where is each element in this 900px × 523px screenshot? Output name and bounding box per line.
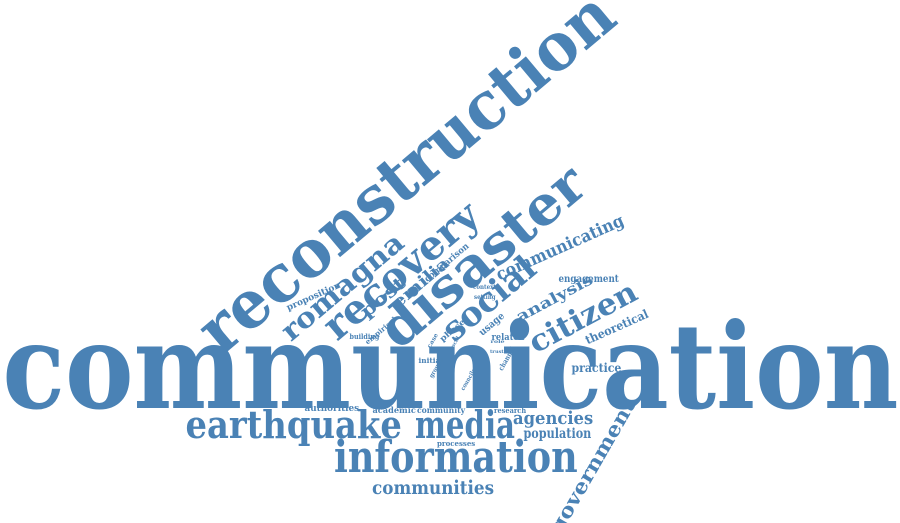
word-population: population (522, 426, 591, 442)
word-trust: trust (490, 348, 504, 355)
word-media: media (415, 402, 515, 447)
word-authorities: authorities (304, 403, 360, 414)
word-communication: communication (1, 297, 898, 436)
word-engagement: engagement (558, 274, 619, 285)
word-initial: initial (418, 355, 443, 365)
word-earthquake: earthquake (185, 402, 402, 447)
word-setting: setting (473, 294, 496, 301)
word-building: building (348, 331, 379, 341)
word-agencies: agencies (513, 408, 594, 429)
word-role: role (489, 338, 505, 345)
word-communities: communities (372, 476, 495, 499)
word-community: community (417, 405, 466, 415)
word-context: context (472, 284, 496, 291)
word-processes: processes (437, 438, 476, 448)
word-academic: academic (372, 405, 416, 415)
word-related: related (491, 332, 525, 343)
word-information: information (333, 432, 578, 483)
word-research: research (494, 405, 527, 415)
word-practice: practice (570, 361, 621, 375)
